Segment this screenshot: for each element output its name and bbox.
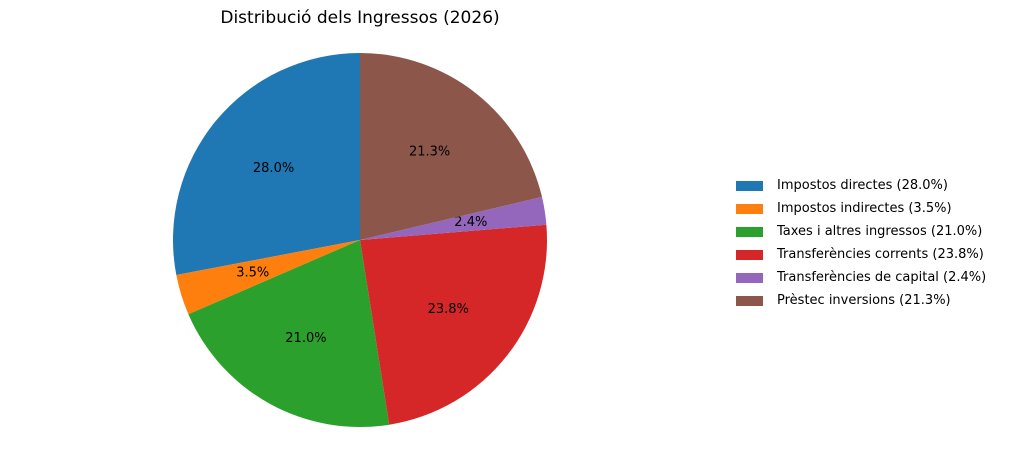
pie-slice-4 <box>360 196 547 240</box>
slice-percent-label-0: 28.0% <box>253 161 294 176</box>
legend-label-5: Prèstec inversions (21.3%) <box>777 293 951 308</box>
legend-swatch-1 <box>736 203 763 214</box>
legend-label-1: Impostos indirectes (3.5%) <box>777 201 952 216</box>
pie-slice-3 <box>360 224 548 425</box>
slice-percent-label-5: 21.3% <box>409 144 450 159</box>
legend-item-2: Taxes i altres ingressos (21.0%) <box>736 220 986 243</box>
chart-title: Distribució dels Ingressos (2026) <box>220 8 500 28</box>
slice-percent-label-3: 23.8% <box>428 302 469 317</box>
legend-item-5: Prèstec inversions (21.3%) <box>736 289 986 312</box>
slice-percent-label-1: 3.5% <box>236 265 269 280</box>
legend-label-4: Transferències de capital (2.4%) <box>777 270 987 285</box>
legend-label-3: Transferències corrents (23.8%) <box>777 247 984 262</box>
legend-item-4: Transferències de capital (2.4%) <box>736 266 986 289</box>
legend-swatch-5 <box>736 295 763 306</box>
legend-label-0: Impostos directes (28.0%) <box>777 178 948 193</box>
pie-slice-1 <box>176 240 360 315</box>
legend-swatch-0 <box>736 180 763 191</box>
pie-slice-5 <box>360 53 542 240</box>
legend: Impostos directes (28.0%) Impostos indire… <box>736 174 986 312</box>
legend-swatch-2 <box>736 226 763 237</box>
legend-item-3: Transferències corrents (23.8%) <box>736 243 986 266</box>
legend-label-2: Taxes i altres ingressos (21.0%) <box>777 224 983 239</box>
pie-slice-0 <box>173 53 360 276</box>
legend-swatch-4 <box>736 272 763 283</box>
legend-item-1: Impostos indirectes (3.5%) <box>736 197 986 220</box>
legend-swatch-3 <box>736 249 763 260</box>
legend-item-0: Impostos directes (28.0%) <box>736 174 986 197</box>
slice-percent-label-4: 2.4% <box>454 215 487 230</box>
pie-slice-2 <box>188 240 390 427</box>
slice-percent-label-2: 21.0% <box>285 331 326 346</box>
